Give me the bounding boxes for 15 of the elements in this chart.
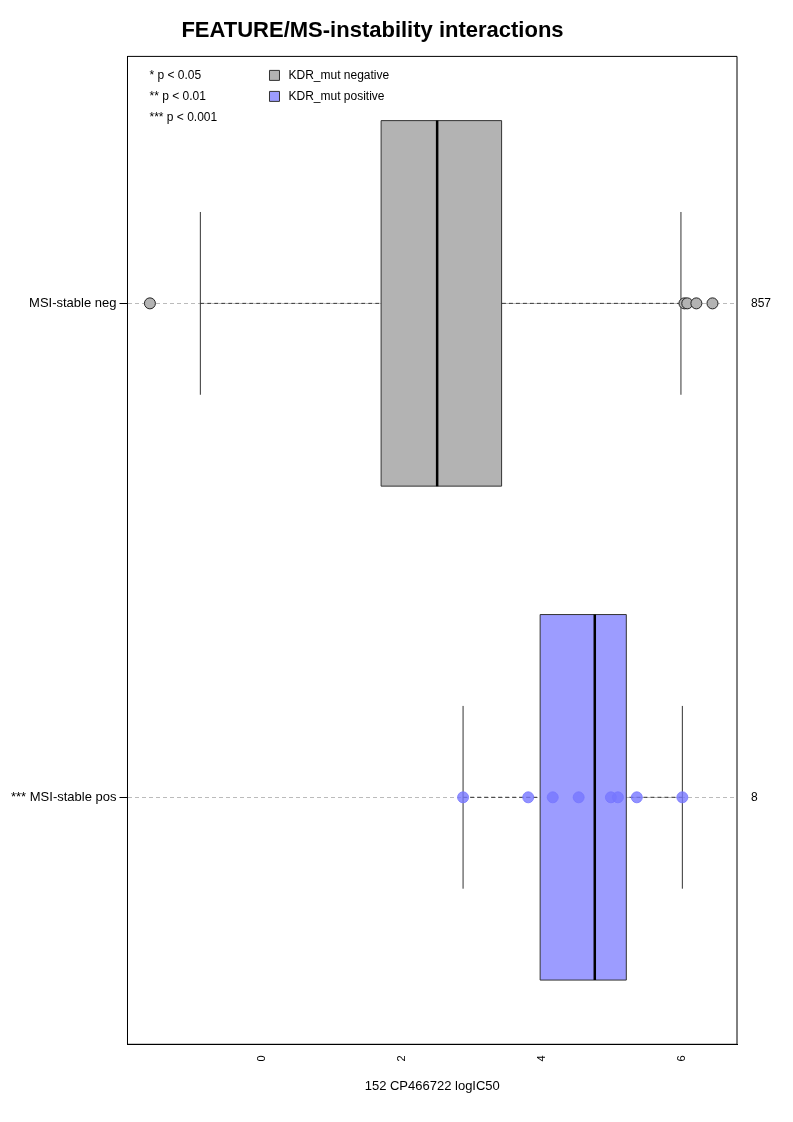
text: 8 bbox=[751, 789, 758, 804]
legend-label: KDR_mut positive bbox=[288, 88, 385, 103]
x-tick-label: 0 bbox=[255, 1055, 268, 1062]
text: 857 bbox=[751, 295, 772, 310]
annotation: ** p < 0.01 bbox=[149, 88, 207, 103]
x-tick-label: 4 bbox=[535, 1055, 548, 1062]
chart-title: FEATURE/MS-instability interactions bbox=[181, 17, 564, 43]
legend-label: KDR_mut negative bbox=[288, 67, 390, 82]
annotation: * p < 0.05 bbox=[149, 67, 202, 82]
y-tick-label: MSI-stable neg bbox=[29, 294, 117, 310]
y-tick-label: *** MSI-stable pos bbox=[10, 788, 117, 804]
annotation: *** p < 0.001 bbox=[149, 109, 218, 124]
x-tick-label: 2 bbox=[395, 1055, 408, 1062]
x-tick-label: 6 bbox=[675, 1055, 688, 1062]
x-axis-title: 152 CP466722 logIC50 bbox=[364, 1077, 500, 1093]
